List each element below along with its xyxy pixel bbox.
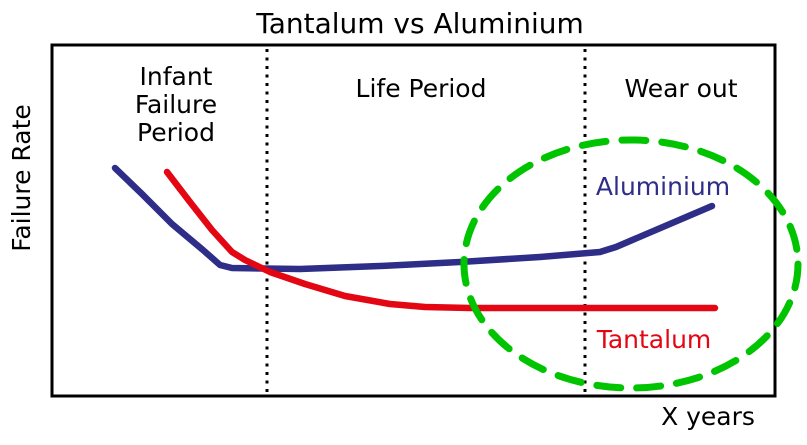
- tantalum-curve: [163, 168, 719, 312]
- wear-out-highlight-ellipse: [460, 136, 802, 392]
- y-axis-label: Failure Rate: [7, 104, 36, 252]
- chart-title: Tantalum vs Aluminium: [256, 7, 584, 40]
- series-label-aluminium: Aluminium: [595, 172, 731, 201]
- plot-border: [50, 43, 777, 398]
- region-label-wear-out: Wear out: [624, 74, 738, 103]
- aluminium-curve: [111, 164, 716, 273]
- series-label-tantalum: Tantalum: [596, 325, 712, 354]
- x-axis-label: X years: [661, 402, 755, 431]
- region-label-life-period: Life Period: [355, 74, 487, 103]
- region-label-infant-failure-period: Infant Failure Period: [134, 62, 218, 147]
